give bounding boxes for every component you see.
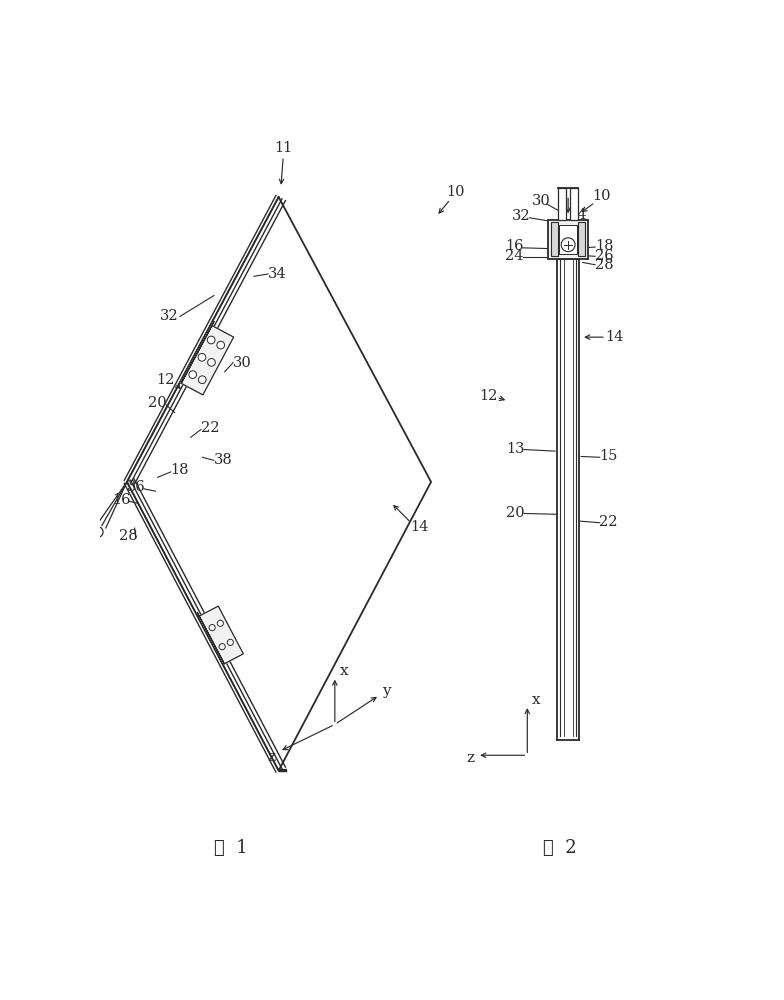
Text: 22: 22 [599,515,618,529]
Text: 16: 16 [112,493,131,507]
Text: 16: 16 [505,239,524,253]
Circle shape [189,371,197,378]
Circle shape [217,620,223,626]
Text: 28: 28 [595,258,614,272]
Text: 30: 30 [233,356,252,370]
Text: 34: 34 [569,208,587,222]
Bar [578,222,585,256]
Text: 34: 34 [268,267,286,281]
Text: x: x [339,664,348,678]
Circle shape [561,238,575,252]
Text: 30: 30 [532,194,550,208]
Text: y: y [382,684,390,698]
Text: z: z [466,751,474,765]
Circle shape [219,644,225,650]
Text: 38: 38 [214,453,233,467]
Circle shape [207,336,215,344]
Text: z: z [267,750,276,764]
Circle shape [227,639,234,645]
Text: x: x [532,693,541,707]
Text: 36: 36 [127,480,146,494]
Text: 20: 20 [148,396,167,410]
Text: 14: 14 [605,330,623,344]
Text: 图  1: 图 1 [214,839,248,857]
Text: 18: 18 [170,463,188,477]
Text: 26: 26 [595,249,614,263]
Text: 11: 11 [274,141,292,155]
Text: 28: 28 [119,529,138,543]
Circle shape [209,625,216,631]
Text: 32: 32 [512,209,531,223]
Circle shape [93,527,103,537]
Circle shape [198,376,206,384]
Text: 24: 24 [505,249,524,263]
Text: 15: 15 [599,449,617,463]
Bar [558,188,566,220]
Text: 14: 14 [410,520,429,534]
Polygon shape [181,326,234,395]
Text: 20: 20 [506,506,525,520]
Text: 18: 18 [595,239,614,253]
Circle shape [208,359,216,366]
Bar [559,225,577,254]
Polygon shape [198,613,224,664]
Text: 10: 10 [592,189,611,203]
Text: 13: 13 [506,442,525,456]
Bar [548,220,588,259]
Bar [551,222,558,256]
Circle shape [217,341,224,349]
Text: 32: 32 [160,309,179,323]
Text: 22: 22 [201,421,220,435]
Circle shape [198,353,206,361]
Text: 图  2: 图 2 [543,839,576,857]
Text: 12: 12 [480,389,498,403]
Polygon shape [181,321,214,383]
Bar [571,188,578,220]
Polygon shape [199,606,243,664]
Text: 12: 12 [156,373,175,387]
Text: 10: 10 [446,185,465,199]
